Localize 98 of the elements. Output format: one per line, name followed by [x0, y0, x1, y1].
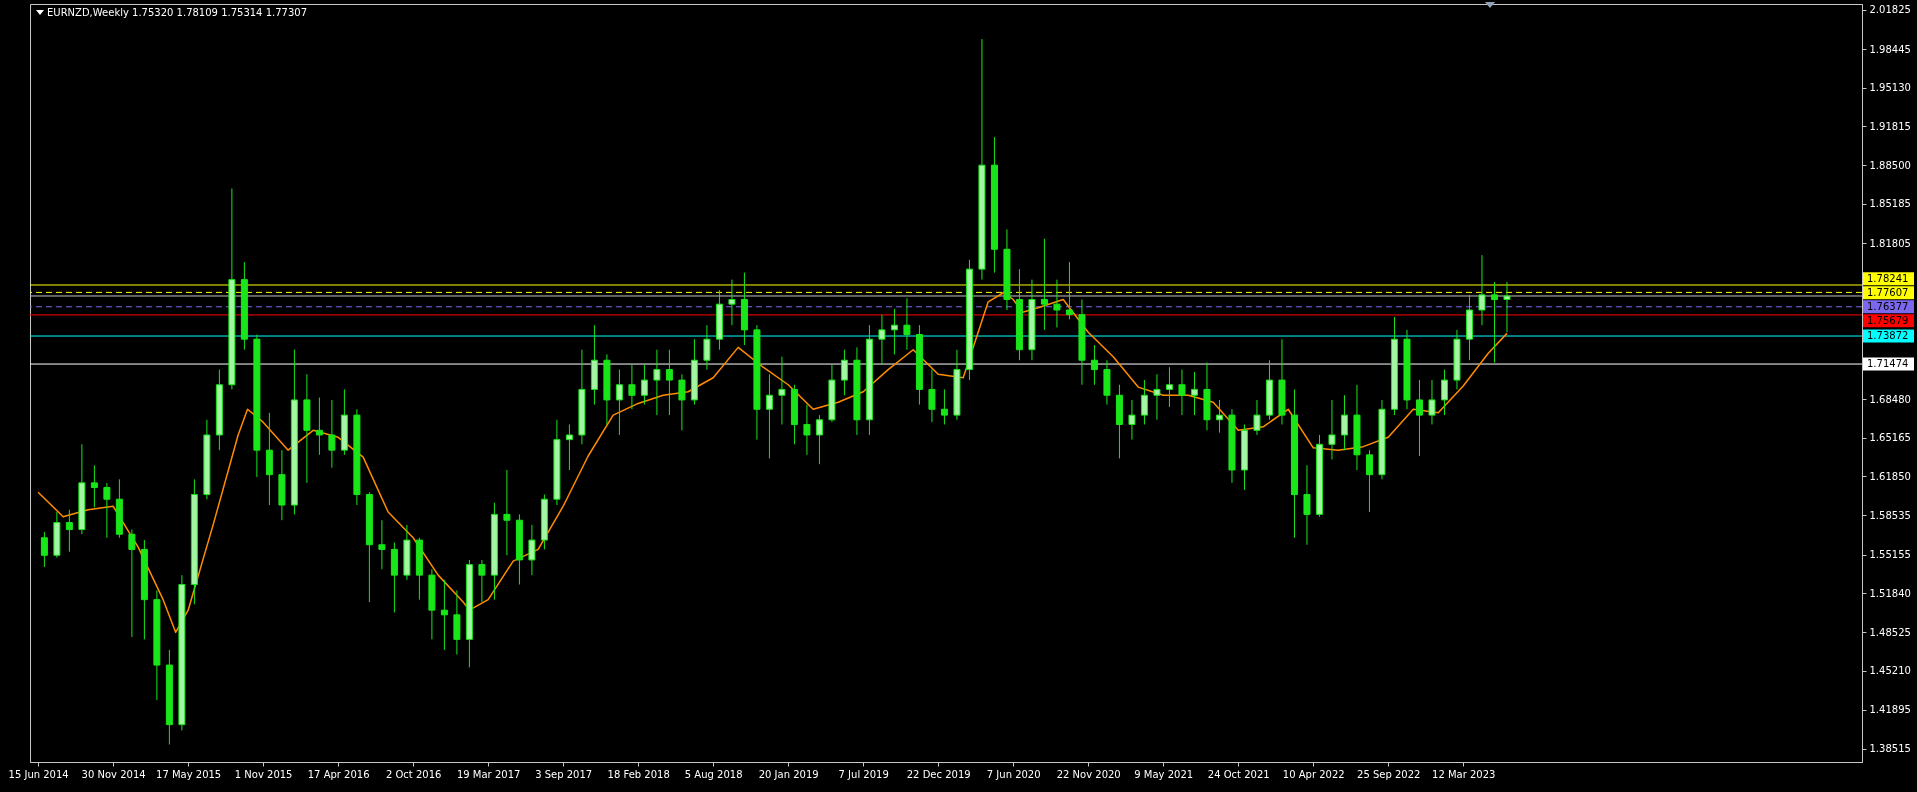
candlestick [678, 373, 686, 431]
candlestick [765, 373, 773, 459]
candlestick [1128, 399, 1136, 441]
x-tick-label: 3 Sep 2017 [535, 768, 593, 780]
x-tick-label: 25 Sep 2022 [1357, 768, 1421, 780]
candlestick [315, 397, 323, 456]
x-tick-label: 19 Mar 2017 [456, 768, 521, 780]
candlestick [503, 469, 511, 556]
x-tick-label: 18 Feb 2018 [607, 768, 670, 780]
candlestick [40, 531, 48, 568]
candlestick [728, 279, 736, 326]
candlestick [1478, 254, 1486, 326]
y-tick-label: 1.81805 [1869, 237, 1911, 249]
candlestick [1215, 399, 1223, 434]
candlestick [1503, 281, 1511, 333]
candlestick [653, 349, 661, 416]
candlestick [940, 388, 948, 425]
y-tick-label: 1.51840 [1869, 587, 1911, 599]
x-tick-label: 17 Apr 2016 [307, 768, 370, 780]
y-tick-label: 1.45210 [1869, 665, 1911, 677]
x-tick-label: 22 Dec 2019 [906, 768, 971, 780]
ref-line-label: 1.75679 [1867, 314, 1909, 326]
candlestick [1178, 369, 1186, 416]
candlestick [1328, 399, 1336, 460]
y-tick-label: 1.65165 [1869, 432, 1911, 444]
x-tick-label: 12 Mar 2023 [1432, 768, 1496, 780]
candlestick [890, 308, 898, 355]
ref-line-label: 1.76377 [1867, 300, 1909, 312]
candlestick [778, 356, 786, 425]
x-tick-label: 10 Apr 2022 [1282, 768, 1345, 780]
candlestick [128, 529, 136, 638]
candlestick [1090, 344, 1098, 386]
y-tick-label: 1.61850 [1869, 470, 1911, 482]
ref-line-label: 1.77607 [1867, 286, 1909, 298]
candlestick [903, 297, 911, 351]
line-series [37, 291, 1508, 634]
x-tick-label: 7 Jun 2020 [986, 768, 1041, 780]
candlestick [1340, 394, 1348, 451]
candlestick [1253, 399, 1261, 436]
ref-line-label: 1.71474 [1867, 358, 1909, 370]
ref-line-label: 1.73872 [1867, 330, 1909, 342]
x-tick-label: 24 Oct 2021 [1207, 768, 1270, 780]
candlestick [665, 349, 673, 416]
y-tick-label: 1.38515 [1869, 743, 1911, 755]
candlestick [378, 519, 386, 570]
candlestick [65, 509, 73, 553]
candlestick [328, 399, 336, 469]
y-tick-label: 1.85185 [1869, 198, 1911, 210]
x-tick-label: 15 Jun 2014 [8, 768, 69, 780]
x-tick-label: 5 Aug 2018 [684, 768, 743, 780]
candlestick [1415, 379, 1423, 457]
candlestick [703, 324, 711, 371]
candlestick [1365, 449, 1373, 513]
candlestick [1065, 261, 1073, 320]
candlestick [1490, 281, 1498, 364]
candlestick [1053, 279, 1061, 329]
candlestick [1190, 371, 1198, 416]
candlestick [1040, 238, 1048, 331]
x-tick-label: 1 Nov 2015 [234, 768, 293, 780]
y-tick-label: 1.91815 [1869, 120, 1911, 132]
y-tick-label: 1.55155 [1869, 549, 1911, 561]
candlestick [1303, 464, 1311, 546]
x-tick-label: 2 Oct 2016 [385, 768, 442, 780]
ref-line-label: 1.78241 [1867, 272, 1909, 284]
y-tick-label: 1.48525 [1869, 626, 1911, 638]
y-tick-label: 1.88500 [1869, 159, 1911, 171]
candlestick [1440, 369, 1448, 416]
candlestick [803, 404, 811, 456]
y-tick-label: 1.41895 [1869, 704, 1911, 715]
candlestick [840, 349, 848, 396]
candlestick [565, 423, 573, 471]
x-tick-label: 17 May 2015 [156, 768, 222, 780]
candlestick [1153, 373, 1161, 421]
candlestick [815, 414, 823, 465]
candlestick [928, 369, 936, 423]
candlestick [90, 464, 98, 508]
candlestick [1428, 379, 1436, 425]
candlestick [615, 369, 623, 436]
x-tick-label: 30 Nov 2014 [81, 768, 146, 780]
x-tick-label: 7 Jul 2019 [838, 768, 889, 780]
candlestick [1140, 379, 1148, 425]
x-tick-label: 9 May 2021 [1134, 768, 1194, 780]
candlestick [440, 579, 448, 651]
x-tick-label: 20 Jan 2019 [758, 768, 819, 780]
candlestick [878, 314, 886, 366]
candlestick [628, 364, 636, 410]
y-tick-label: 1.95130 [1869, 82, 1911, 94]
candlestick [478, 559, 486, 603]
chart-title: EURNZD,Weekly 1.75320 1.78109 1.75314 1.77307 [47, 7, 308, 18]
y-tick-label: 2.01825 [1869, 4, 1911, 16]
candlestick [1165, 366, 1173, 408]
candlestick [103, 482, 111, 539]
y-tick-label: 1.58535 [1869, 509, 1911, 521]
y-tick-label: 1.98445 [1869, 43, 1911, 55]
candlestick [640, 364, 648, 406]
y-tick-label: 1.68480 [1869, 393, 1911, 405]
x-tick-label: 22 Nov 2020 [1056, 768, 1121, 780]
candlestick [528, 524, 536, 576]
